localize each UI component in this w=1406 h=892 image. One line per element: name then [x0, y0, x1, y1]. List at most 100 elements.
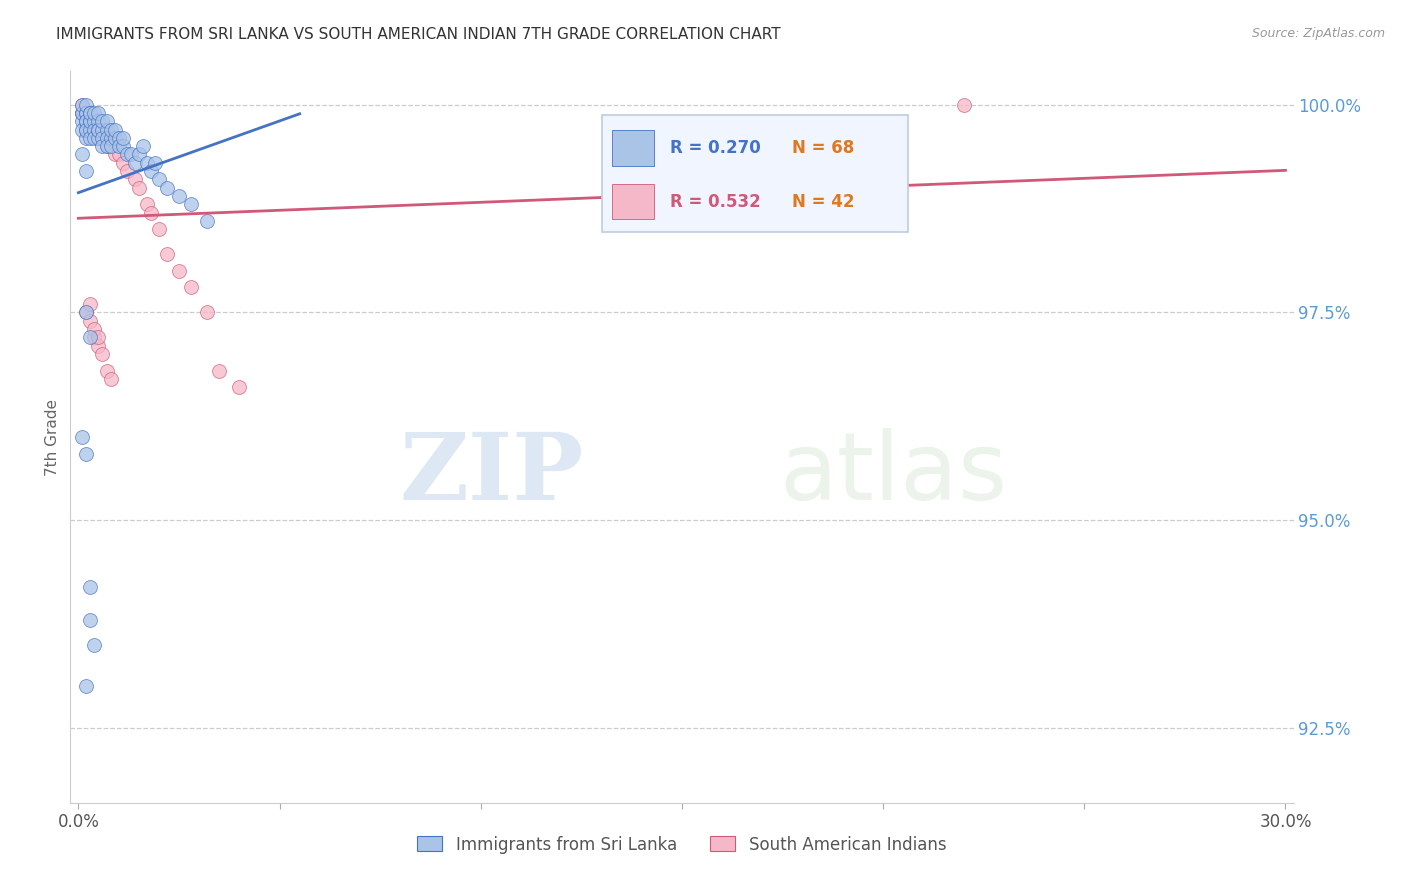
Point: [87, 122, 110, 136]
Point: [87, 330, 110, 344]
Point: [72, 106, 94, 120]
Point: [72, 147, 94, 161]
Point: [72, 97, 94, 112]
Point: [83, 114, 105, 128]
Point: [120, 147, 142, 161]
Point: [96, 131, 118, 145]
Point: [148, 172, 170, 186]
Point: [115, 164, 138, 178]
Point: [83, 114, 105, 128]
Point: [107, 139, 129, 153]
Point: [75, 305, 97, 319]
Point: [139, 205, 162, 219]
Point: [75, 305, 97, 319]
Point: [100, 372, 122, 386]
Point: [75, 114, 97, 128]
Point: [87, 131, 110, 145]
Point: [79, 613, 101, 627]
Point: [100, 131, 122, 145]
Point: [87, 339, 110, 353]
Point: [96, 122, 118, 136]
Point: [79, 131, 101, 145]
Point: [91, 114, 114, 128]
Point: [100, 139, 122, 153]
Point: [75, 106, 97, 120]
Point: [148, 222, 170, 236]
Point: [180, 280, 202, 294]
Point: [87, 106, 110, 120]
Point: [83, 322, 105, 336]
Point: [100, 122, 122, 136]
Point: [91, 122, 114, 136]
Point: [96, 139, 118, 153]
Point: [208, 363, 231, 377]
Point: [103, 131, 125, 145]
Point: [87, 122, 110, 136]
Point: [79, 106, 101, 120]
Point: [75, 122, 97, 136]
Text: ZIP: ZIP: [399, 429, 583, 518]
Legend: Immigrants from Sri Lanka, South American Indians: Immigrants from Sri Lanka, South America…: [411, 829, 953, 860]
Point: [79, 330, 101, 344]
Point: [83, 638, 105, 652]
Point: [75, 164, 97, 178]
Point: [72, 430, 94, 444]
Point: [72, 106, 94, 120]
Point: [79, 114, 101, 128]
Point: [180, 197, 202, 211]
Y-axis label: 7th Grade: 7th Grade: [45, 399, 60, 475]
Point: [72, 106, 94, 120]
Text: atlas: atlas: [780, 427, 1008, 520]
Point: [72, 122, 94, 136]
Point: [91, 122, 114, 136]
Point: [75, 122, 97, 136]
Point: [96, 139, 118, 153]
Point: [96, 363, 118, 377]
Point: [83, 122, 105, 136]
Point: [79, 122, 101, 136]
Point: [83, 122, 105, 136]
Point: [79, 122, 101, 136]
Point: [75, 447, 97, 461]
Point: [87, 114, 110, 128]
Point: [156, 247, 179, 261]
Point: [124, 172, 146, 186]
Point: [139, 164, 162, 178]
Point: [91, 131, 114, 145]
Point: [143, 156, 166, 170]
Point: [128, 147, 150, 161]
Point: [83, 131, 105, 145]
Text: Source: ZipAtlas.com: Source: ZipAtlas.com: [1251, 27, 1385, 40]
Point: [91, 347, 114, 361]
Point: [111, 131, 134, 145]
Point: [100, 139, 122, 153]
Point: [135, 197, 157, 211]
Point: [952, 97, 974, 112]
Point: [107, 131, 129, 145]
Point: [79, 580, 101, 594]
Point: [75, 106, 97, 120]
Point: [79, 297, 101, 311]
Point: [75, 114, 97, 128]
Point: [96, 131, 118, 145]
Point: [72, 97, 94, 112]
Point: [115, 147, 138, 161]
Point: [111, 156, 134, 170]
Point: [103, 147, 125, 161]
Point: [195, 214, 218, 228]
Point: [87, 131, 110, 145]
Point: [195, 305, 218, 319]
Point: [107, 147, 129, 161]
Point: [167, 189, 190, 203]
Point: [135, 156, 157, 170]
Point: [72, 114, 94, 128]
Point: [156, 180, 179, 194]
Point: [83, 330, 105, 344]
Point: [75, 114, 97, 128]
Point: [79, 114, 101, 128]
Point: [228, 380, 250, 394]
Point: [75, 680, 97, 694]
Point: [91, 131, 114, 145]
Point: [79, 106, 101, 120]
Point: [132, 139, 155, 153]
